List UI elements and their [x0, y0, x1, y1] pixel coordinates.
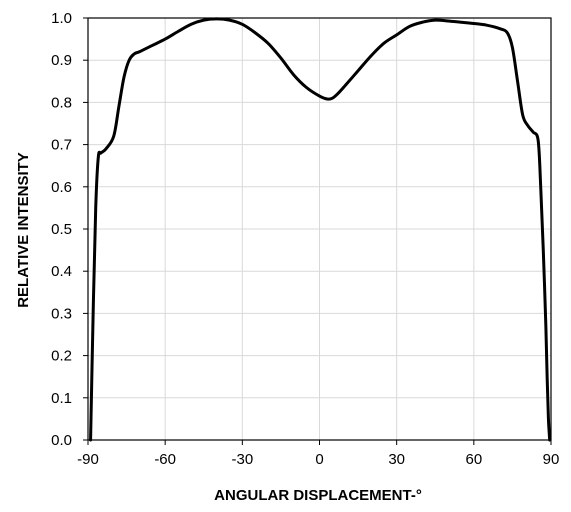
y-tick-label: 0.6 [51, 179, 72, 196]
y-tick-label: 0.2 [51, 348, 72, 365]
x-axis-ticks: -90 -60 -30 0 30 60 90 [77, 440, 559, 468]
x-tick-label: 0 [315, 451, 323, 468]
y-tick-label: 0.0 [51, 432, 72, 449]
y-tick-label: 0.8 [51, 94, 72, 111]
y-tick-label: 0.5 [51, 221, 72, 238]
x-tick-label: 90 [543, 451, 560, 468]
y-tick-label: 1.0 [51, 10, 72, 27]
x-tick-label: -60 [154, 451, 176, 468]
grid [88, 18, 551, 440]
y-tick-label: 0.4 [51, 263, 72, 280]
y-axis-ticks: 0.0 0.1 0.2 0.3 0.4 0.5 0.6 0.7 0.8 0.9 1.0 [51, 10, 88, 449]
x-tick-label: -30 [231, 451, 253, 468]
series-line [89, 17, 552, 442]
series-layer [89, 17, 552, 442]
x-tick-label: 30 [388, 451, 405, 468]
y-tick-label: 0.9 [51, 52, 72, 69]
x-axis-title: ANGULAR DISPLACEMENT-° [214, 487, 422, 504]
y-tick-label: 0.3 [51, 305, 72, 322]
y-axis-title: RELATIVE INTENSITY [15, 152, 32, 308]
x-tick-label: -90 [77, 451, 99, 468]
y-tick-label: 0.1 [51, 390, 72, 407]
x-tick-label: 60 [465, 451, 482, 468]
y-tick-label: 0.7 [51, 137, 72, 154]
